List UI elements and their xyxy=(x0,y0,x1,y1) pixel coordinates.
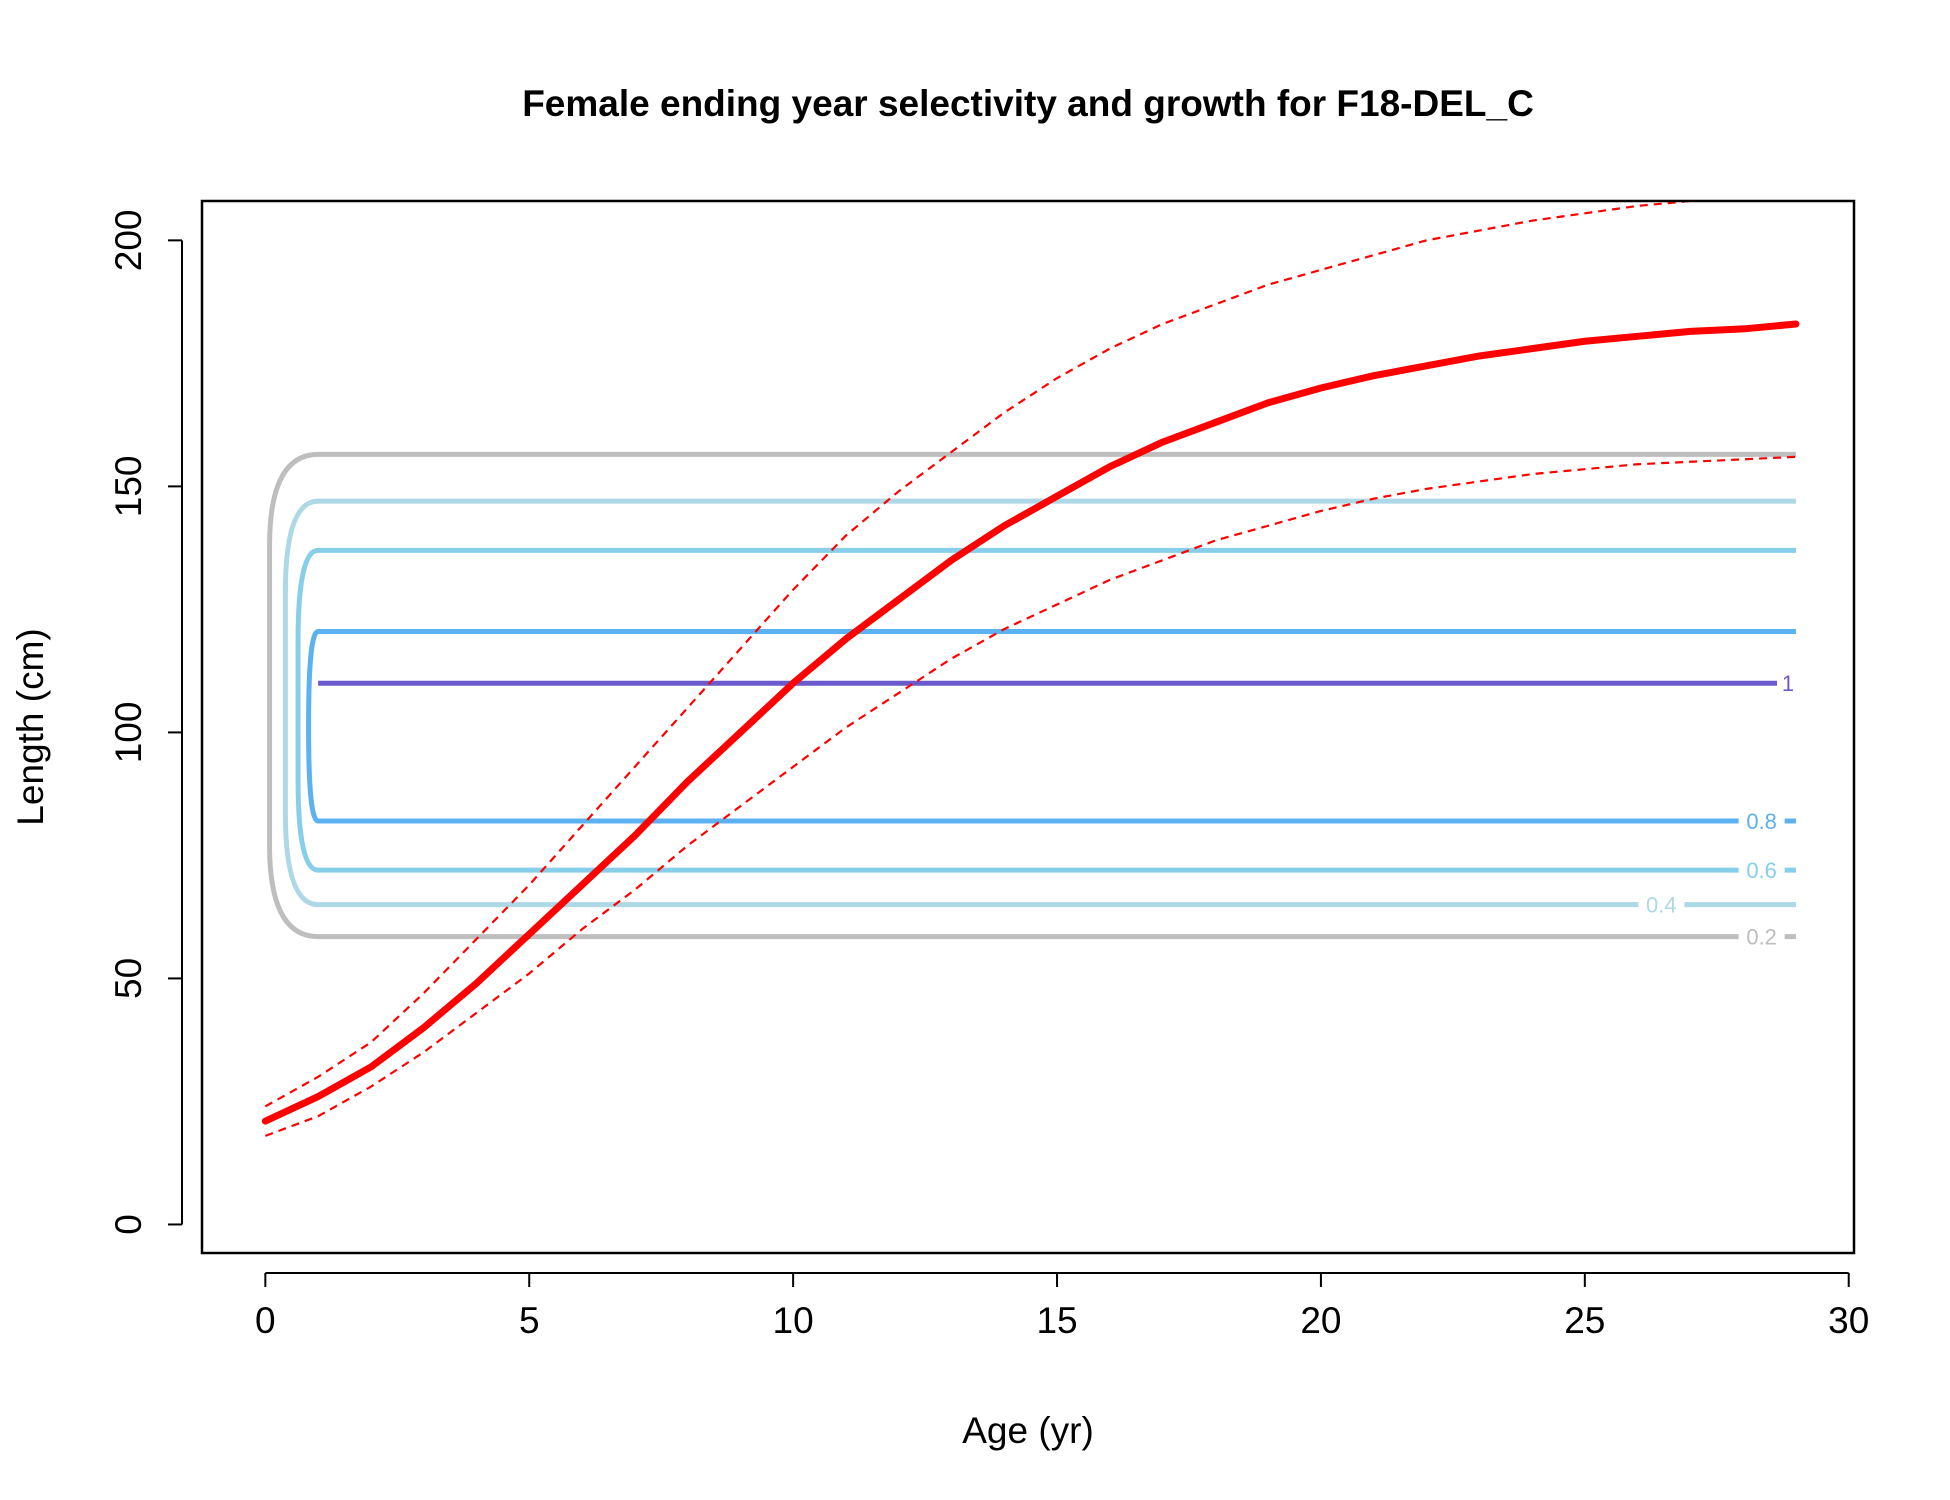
selectivity-contour-0-4 xyxy=(282,498,1796,908)
x-tick-label-20: 20 xyxy=(1300,1300,1341,1341)
x-tick-label-15: 15 xyxy=(1036,1300,1077,1341)
growth-mean-line xyxy=(261,320,1800,1125)
y-tick-label-100: 100 xyxy=(108,702,149,764)
y-tick-label-50: 50 xyxy=(108,958,149,999)
growth-upper-interval xyxy=(264,201,1703,1108)
x-tick-label-30: 30 xyxy=(1828,1300,1869,1341)
contour-label-bg-0-4 xyxy=(1638,892,1685,917)
selectivity-contour-0-6 xyxy=(295,547,1796,873)
growth-lower-interval xyxy=(264,455,1796,1137)
contour-label-0-6: 0.6 xyxy=(1746,858,1777,883)
plot-frame xyxy=(200,199,1856,1255)
selectivity-contour-0-2 xyxy=(267,451,1796,940)
contour-label-bg-0-6 xyxy=(1738,858,1785,883)
chart-title: Female ending year selectivity and growt… xyxy=(522,83,1534,124)
y-axis-label: Length (cm) xyxy=(10,628,51,825)
contour-label-bg-0-8 xyxy=(1738,808,1785,833)
contour-label-1: 1 xyxy=(1782,671,1794,696)
contour-label-0-4: 0.4 xyxy=(1646,893,1677,918)
y-tick-label-0: 0 xyxy=(108,1214,149,1235)
x-tick-label-0: 0 xyxy=(255,1300,276,1341)
x-axis-label: Age (yr) xyxy=(962,1410,1094,1451)
y-tick-label-150: 150 xyxy=(108,456,149,518)
x-tick-label-10: 10 xyxy=(773,1300,814,1341)
contour-label-bg-0-2 xyxy=(1738,924,1785,949)
selectivity-contour-0-8 xyxy=(306,629,1796,824)
x-tick-label-25: 25 xyxy=(1564,1300,1605,1341)
contour-label-0-8: 0.8 xyxy=(1746,809,1777,834)
axes: 0 5 10 15 20 25 30 0 50 100 150 200 xyxy=(108,209,1869,1341)
plot-area: 0.2 0.4 0.6 0.8 1 xyxy=(261,201,1800,1137)
y-tick-label-200: 200 xyxy=(108,209,149,271)
contour-label-bg-1 xyxy=(1777,671,1800,696)
plot-content xyxy=(261,201,1800,1137)
contour-label-0-2: 0.2 xyxy=(1746,925,1777,950)
x-tick-label-5: 5 xyxy=(519,1300,540,1341)
